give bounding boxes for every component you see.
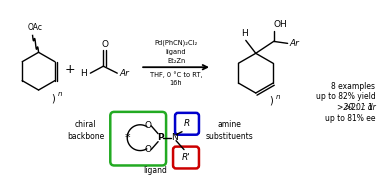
Text: chiral
backbone: chiral backbone — [67, 120, 104, 141]
Text: O: O — [101, 40, 108, 49]
Text: ligand: ligand — [143, 166, 167, 175]
Text: >20 : 1: >20 : 1 — [345, 103, 375, 112]
Text: amine
substituents: amine substituents — [206, 120, 254, 141]
Text: n: n — [276, 94, 280, 100]
Text: Pd(PhCN)₂Cl₂: Pd(PhCN)₂Cl₂ — [155, 40, 198, 46]
Text: 8 examples: 8 examples — [331, 82, 375, 91]
Text: n: n — [58, 91, 62, 97]
Text: H: H — [241, 29, 248, 38]
Text: R: R — [184, 119, 190, 128]
Text: Et₂Zn: Et₂Zn — [167, 58, 185, 64]
Text: OH: OH — [274, 20, 287, 29]
Text: H: H — [81, 69, 87, 78]
Text: N: N — [171, 133, 178, 142]
Text: O: O — [145, 145, 152, 154]
Text: O: O — [145, 121, 152, 130]
Text: up to 81% ee: up to 81% ee — [325, 114, 375, 123]
Text: P: P — [157, 133, 163, 142]
Text: Ar: Ar — [119, 69, 129, 78]
Text: 16h: 16h — [170, 80, 182, 86]
Text: ): ) — [51, 93, 55, 103]
Text: +: + — [65, 63, 76, 76]
Text: OAc: OAc — [28, 23, 43, 33]
Text: THF, 0 °C to RT,: THF, 0 °C to RT, — [150, 71, 202, 78]
Text: ): ) — [269, 96, 273, 106]
Text: *: * — [124, 133, 130, 143]
Text: Ar: Ar — [290, 39, 299, 48]
Text: ligand: ligand — [166, 49, 186, 55]
Text: >20 : 1 ​dr: >20 : 1 ​dr — [337, 103, 375, 112]
Text: up to 82% yield: up to 82% yield — [316, 92, 375, 101]
Text: R': R' — [182, 153, 190, 162]
